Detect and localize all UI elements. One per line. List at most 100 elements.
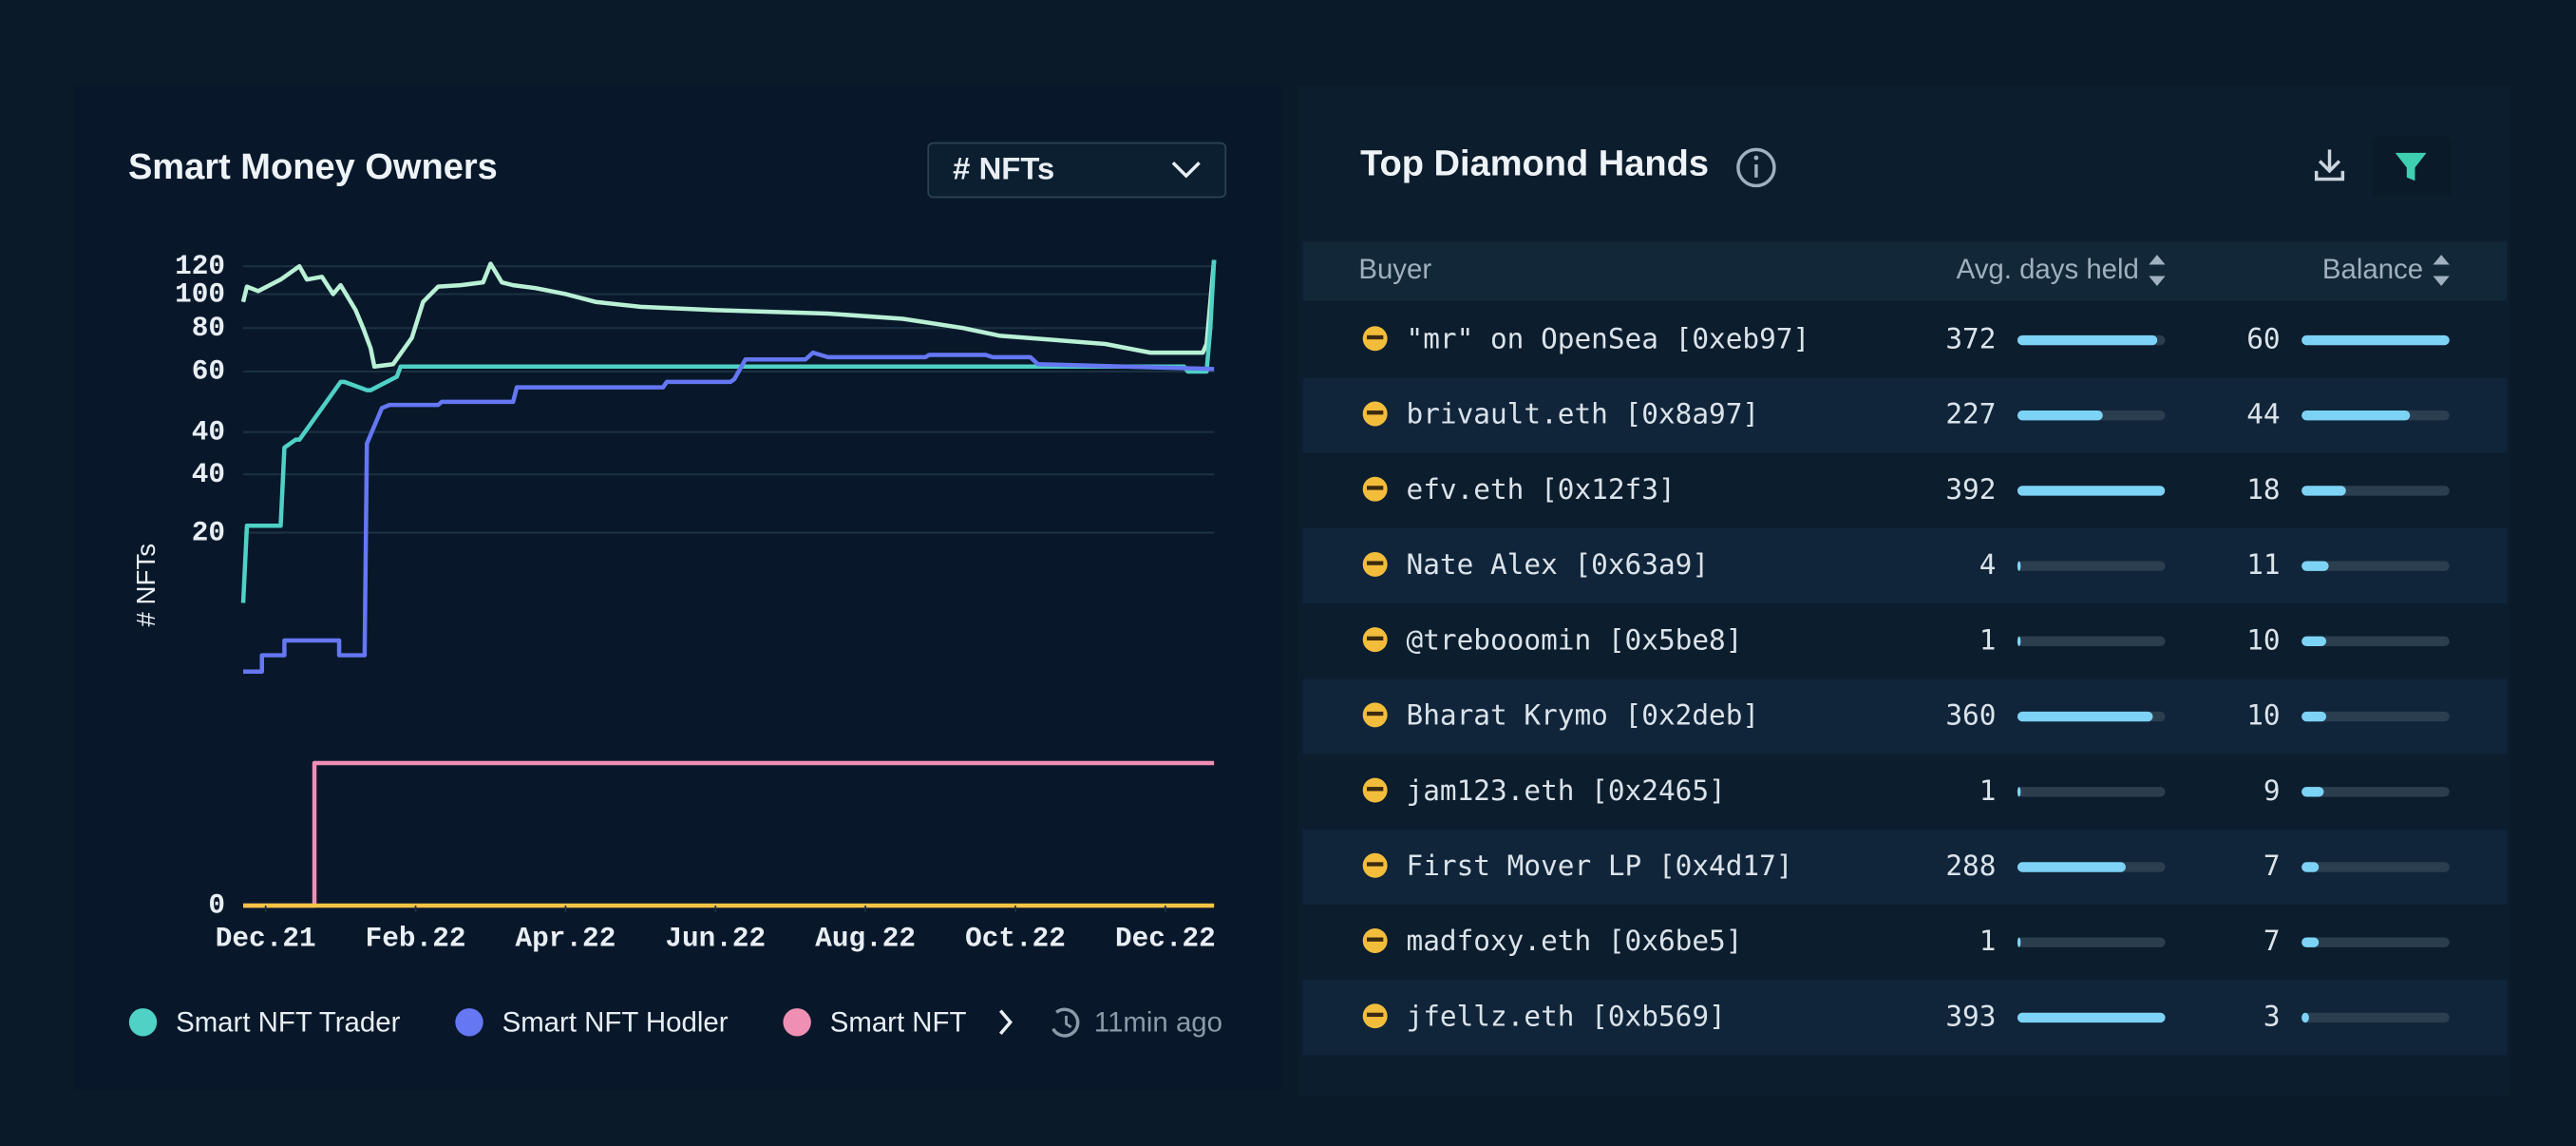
table-row[interactable]: jfellz.eth [0xb569] 393 3 — [1302, 980, 2508, 1056]
buyer-name: efv.eth [0x12f3] — [1407, 473, 1676, 506]
dropdown-label[interactable]: # NFTs — [953, 151, 1054, 186]
buyer-avatar-glasses — [1367, 711, 1384, 716]
buyer-name: jam123.eth [0x2465] — [1407, 774, 1726, 807]
balance-bar — [2301, 937, 2320, 947]
x-tick-label: Oct.22 — [965, 923, 1066, 954]
info-icon[interactable] — [1736, 147, 1776, 188]
info-dot[interactable] — [1753, 155, 1759, 161]
bar-track — [2301, 711, 2450, 722]
sort-icon[interactable] — [2433, 255, 2450, 286]
days-bar — [2017, 486, 2166, 496]
bar-track — [2301, 862, 2450, 872]
y-tick-label: 0 — [208, 890, 225, 922]
balance-bar — [2301, 1012, 2309, 1023]
table-row[interactable]: madfoxy.eth [0x6be5] 1 7 — [1302, 904, 2508, 981]
dropdown-box[interactable] — [927, 142, 1227, 199]
plot — [240, 259, 1217, 908]
buyer-avatar-glasses — [1367, 561, 1384, 565]
column-header[interactable]: Balance — [2322, 254, 2423, 285]
table-row[interactable]: Nate Alex [0x63a9] 4 11 — [1302, 527, 2508, 604]
legend-next[interactable] — [999, 1009, 1013, 1035]
column-header[interactable]: Avg. days held — [1957, 254, 2139, 285]
balance: 44 — [2246, 398, 2280, 430]
legend-swatch — [128, 1008, 158, 1037]
days-bar — [2017, 636, 2021, 647]
table-row[interactable]: "mr" on OpenSea [0xeb97] 372 60 — [1302, 302, 2508, 378]
updated-time: 11min ago — [1094, 1006, 1222, 1038]
balance: 18 — [2246, 473, 2280, 506]
days-held: 1 — [1979, 774, 1997, 807]
bar-track — [2301, 636, 2450, 647]
download-button[interactable] — [2314, 149, 2345, 181]
balance: 10 — [2246, 623, 2280, 656]
table-row[interactable]: First Mover LP [0x4d17] 288 7 — [1302, 829, 2508, 905]
buyer-name: jfellz.eth [0xb569] — [1407, 1000, 1726, 1032]
days-bar — [2017, 334, 2158, 346]
download-icon[interactable] — [2314, 149, 2345, 181]
days-held: 393 — [1945, 1000, 1996, 1032]
balance-bar — [2301, 711, 2327, 722]
table-row[interactable]: @trebooomin [0x5be8] 1 10 — [1302, 603, 2508, 679]
y-tick-label: 120 — [175, 251, 225, 282]
series-line — [240, 259, 1217, 370]
table-row[interactable]: efv.eth [0x12f3] 392 18 — [1302, 452, 2508, 528]
chart-title: Smart Money Owners — [128, 147, 498, 187]
refresh-icon[interactable] — [1051, 1007, 1080, 1038]
table-row[interactable]: brivault.eth [0x8a97] 227 44 — [1302, 377, 2508, 453]
balance: 3 — [2263, 1000, 2281, 1032]
table-title: Top Diamond Hands — [1360, 144, 1709, 184]
days-bar — [2017, 937, 2021, 947]
days-held: 4 — [1979, 548, 1997, 581]
table-row[interactable]: Bharat Krymo [0x2deb] 360 10 — [1302, 678, 2508, 754]
buyer-avatar-glasses — [1367, 636, 1384, 640]
chart-panel — [73, 85, 1282, 1090]
days-bar — [2017, 561, 2021, 571]
balance-bar — [2301, 411, 2411, 421]
y-tick-label: 100 — [175, 278, 225, 310]
table-row[interactable]: jam123.eth [0x2465] 1 9 — [1302, 754, 2508, 830]
refresh-hands[interactable] — [1065, 1015, 1072, 1029]
balance-bar — [2301, 862, 2320, 872]
balance-bar — [2301, 561, 2329, 571]
dropdown-chevron[interactable] — [1171, 162, 1201, 179]
days-held: 372 — [1945, 323, 1996, 355]
legend-label: Smart NFT Hodler — [502, 1006, 729, 1038]
refresh-arc[interactable] — [1051, 1007, 1080, 1038]
buyer-avatar-glasses — [1367, 334, 1384, 340]
buyer-name: @trebooomin [0x5be8] — [1407, 623, 1743, 656]
days-bar — [2017, 1012, 2166, 1023]
days-held: 360 — [1945, 699, 1996, 732]
series-line — [243, 350, 1215, 675]
balance-bar — [2301, 486, 2346, 496]
legend-label: Smart NFT — [830, 1006, 967, 1038]
bar-track — [2301, 937, 2450, 947]
buyer-avatar-glasses — [1367, 411, 1384, 415]
table-body: "mr" on OpenSea [0xeb97] 372 60 brivault.et… — [1302, 302, 2508, 1056]
days-bar — [2017, 862, 2126, 872]
buyer-avatar-glasses — [1367, 937, 1384, 942]
buyer-name: Bharat Krymo [0x2deb] — [1407, 699, 1760, 732]
y-tick-label: 40 — [192, 416, 225, 448]
buyer-name: First Mover LP [0x4d17] — [1407, 850, 1793, 882]
days-held: 288 — [1945, 850, 1996, 882]
dropdown[interactable]: # NFTs — [927, 142, 1227, 199]
balance-bar — [2301, 787, 2324, 797]
x-tick-label: Apr.22 — [516, 923, 616, 954]
bar-track — [2301, 561, 2450, 571]
legend-swatch — [455, 1008, 483, 1037]
bar-track — [2301, 787, 2450, 797]
buyer-avatar-glasses — [1367, 1012, 1384, 1018]
sort-icon[interactable] — [2149, 255, 2166, 286]
y-axis-label: # NFTs — [131, 544, 161, 627]
balance: 7 — [2263, 850, 2281, 882]
filter-icon[interactable] — [2395, 152, 2427, 181]
series-line — [240, 259, 1217, 603]
info-circle[interactable] — [1736, 147, 1776, 188]
legend: Smart NFT Trader Smart NFT Hodler Smart NF… — [128, 1006, 967, 1038]
buyer-name: madfoxy.eth [0x6be5] — [1407, 925, 1743, 957]
balance: 9 — [2263, 774, 2281, 807]
bar-track — [2017, 636, 2166, 647]
filter-button[interactable] — [2372, 136, 2452, 196]
